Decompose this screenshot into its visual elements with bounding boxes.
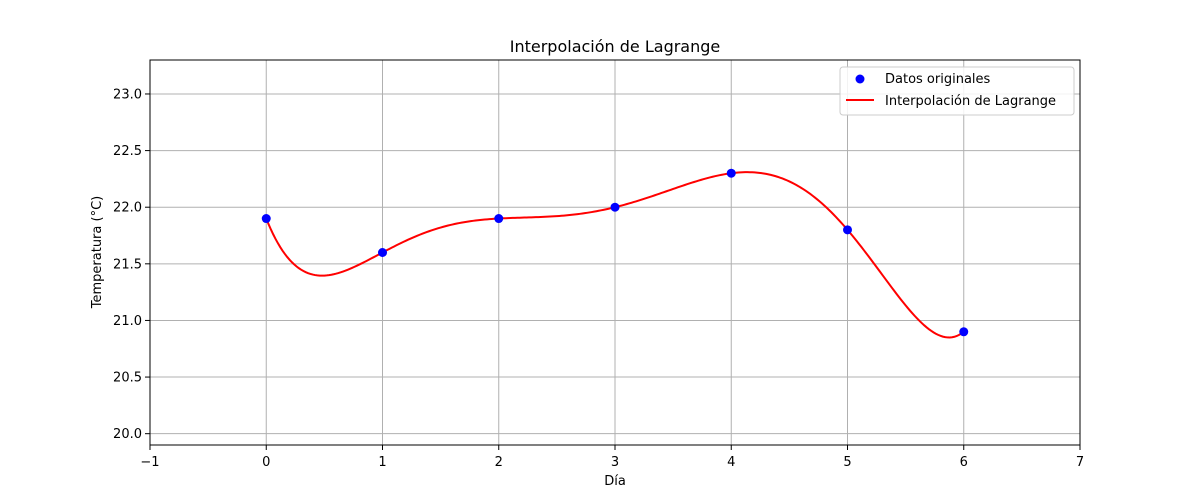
grid (149, 60, 1081, 445)
y-tick-label: 20.0 (113, 427, 142, 442)
data-point (494, 214, 504, 224)
legend: Datos originales Interpolación de Lagran… (839, 66, 1075, 116)
data-point (261, 214, 271, 224)
legend-label-datos-originales: Datos originales (885, 72, 991, 87)
legend-label-interpolacion: Interpolación de Lagrange (885, 94, 1056, 109)
data-point (959, 327, 969, 337)
y-tick-label: 23.0 (113, 87, 142, 102)
y-tick-label: 21.0 (113, 314, 142, 329)
data-point (843, 225, 852, 235)
data-point (378, 248, 387, 257)
data-point (726, 168, 736, 178)
legend-marker-datos-originales (855, 74, 865, 84)
data-point (610, 202, 620, 212)
chart-title: Interpolación de Lagrange (510, 37, 721, 56)
x-tick-label: 4 (727, 455, 735, 470)
ticks: −1 0 1 2 3 4 5 6 7 20.0 20.5 21.0 21.5 22.0 22.5 23.0 (113, 87, 1084, 470)
x-tick-label: 0 (262, 455, 270, 470)
y-tick-label: 22.5 (113, 144, 142, 159)
x-tick-label: 1 (378, 455, 386, 470)
y-tick-label: 20.5 (113, 371, 142, 386)
x-tick-label: −1 (140, 455, 159, 470)
y-tick-label: 21.5 (113, 257, 142, 272)
x-tick-label: 3 (611, 455, 619, 470)
x-tick-label: 6 (960, 455, 968, 470)
x-tick-label: 5 (843, 455, 851, 470)
x-tick-label: 2 (495, 455, 503, 470)
y-axis-label: Temperatura (°C) (90, 196, 105, 309)
y-tick-label: 22.0 (113, 201, 142, 216)
x-axis-label: Día (604, 474, 626, 489)
x-tick-label: 7 (1076, 455, 1084, 470)
legend-box (839, 66, 1075, 116)
plot-area (261, 168, 969, 339)
